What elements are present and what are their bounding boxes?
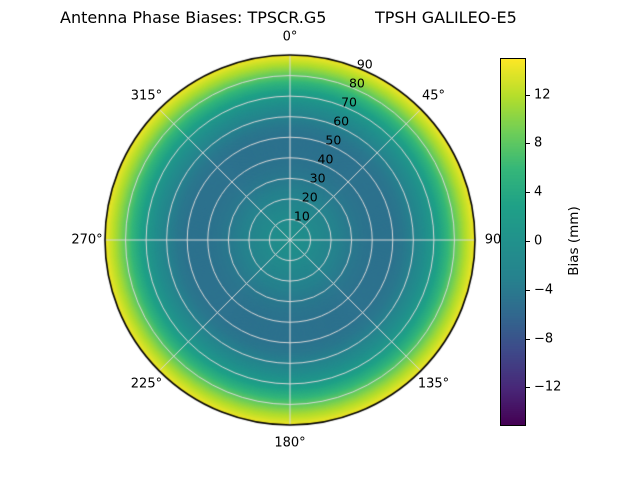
radial-tick-label: 70	[341, 94, 358, 110]
radial-tick-label: 60	[333, 113, 350, 129]
colorbar-tick-label: −12	[534, 379, 562, 395]
colorbar-tick-label: 8	[534, 135, 543, 151]
radial-tick-label: 30	[309, 170, 326, 186]
theta-tick-label: 315°	[130, 88, 163, 104]
radial-tick-label: 40	[317, 151, 334, 167]
theta-tick-label: 225°	[130, 376, 163, 392]
radial-tick-label: 10	[293, 208, 310, 224]
theta-tick-label: 180°	[274, 435, 306, 451]
colorbar-tick-mark	[526, 192, 530, 194]
theta-tick-label: 0°	[282, 29, 298, 45]
colorbar-gradient	[500, 58, 526, 426]
theta-tick-label: 45°	[422, 88, 446, 104]
colorbar-tick-label: −8	[534, 331, 554, 347]
colorbar-tick-mark	[526, 387, 530, 389]
colorbar-tick-mark	[526, 241, 530, 242]
colorbar-tick-label: 4	[534, 184, 543, 200]
theta-tick-label: 90	[484, 232, 502, 248]
colorbar-tick-label: 0	[534, 233, 543, 249]
colorbar-tick-mark	[526, 94, 530, 96]
colorbar-label: Bias (mm)	[566, 206, 582, 276]
theta-tick-label: 270°	[71, 232, 103, 248]
colorbar-tick-label: −4	[534, 282, 554, 298]
radial-tick-label: 50	[325, 132, 342, 148]
colorbar-tick-mark	[526, 143, 530, 145]
radial-tick-label: 80	[348, 75, 365, 91]
radial-tick-label: 20	[301, 189, 318, 205]
colorbar-tick-mark	[526, 338, 530, 340]
theta-tick-label: 135°	[417, 376, 450, 392]
colorbar-tick-mark	[526, 289, 530, 291]
colorbar-tick-label: 12	[534, 87, 551, 103]
radial-tick-label: 90	[356, 56, 373, 72]
